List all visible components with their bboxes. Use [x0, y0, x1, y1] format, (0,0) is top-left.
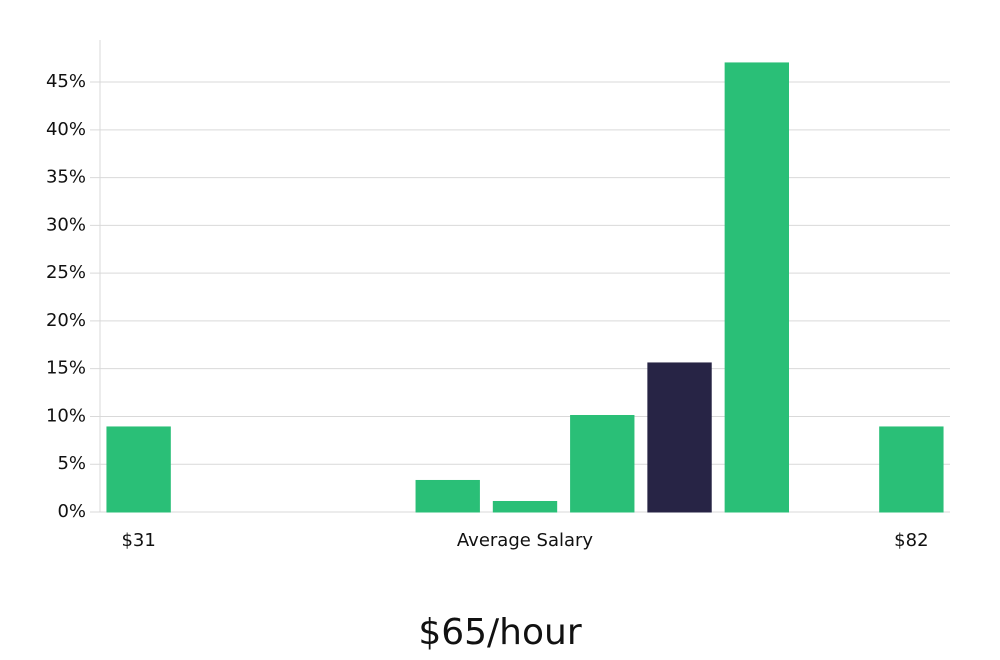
y-tick-label: 30% [46, 214, 86, 235]
y-tick-label: 35% [46, 167, 86, 188]
y-tick-label: 40% [46, 119, 86, 140]
y-tick-label: 25% [46, 262, 86, 283]
bar [879, 426, 944, 513]
y-tick-label: 0% [57, 501, 86, 522]
x-tick-label: $82 [894, 530, 928, 551]
x-axis-label: Average Salary [457, 530, 594, 551]
annotation: $65/hour [418, 612, 582, 653]
y-tick-label: 20% [46, 310, 86, 331]
y-tick-label: 15% [46, 358, 86, 379]
bar [492, 500, 558, 513]
bar [570, 414, 635, 513]
bar [647, 362, 712, 513]
bar [106, 426, 171, 513]
y-tick-label: 5% [57, 453, 86, 474]
y-tick-label: 45% [46, 71, 86, 92]
x-tick-label: $31 [121, 530, 155, 551]
bar [724, 62, 789, 513]
bar [415, 479, 480, 513]
y-tick-label: 10% [46, 405, 86, 426]
